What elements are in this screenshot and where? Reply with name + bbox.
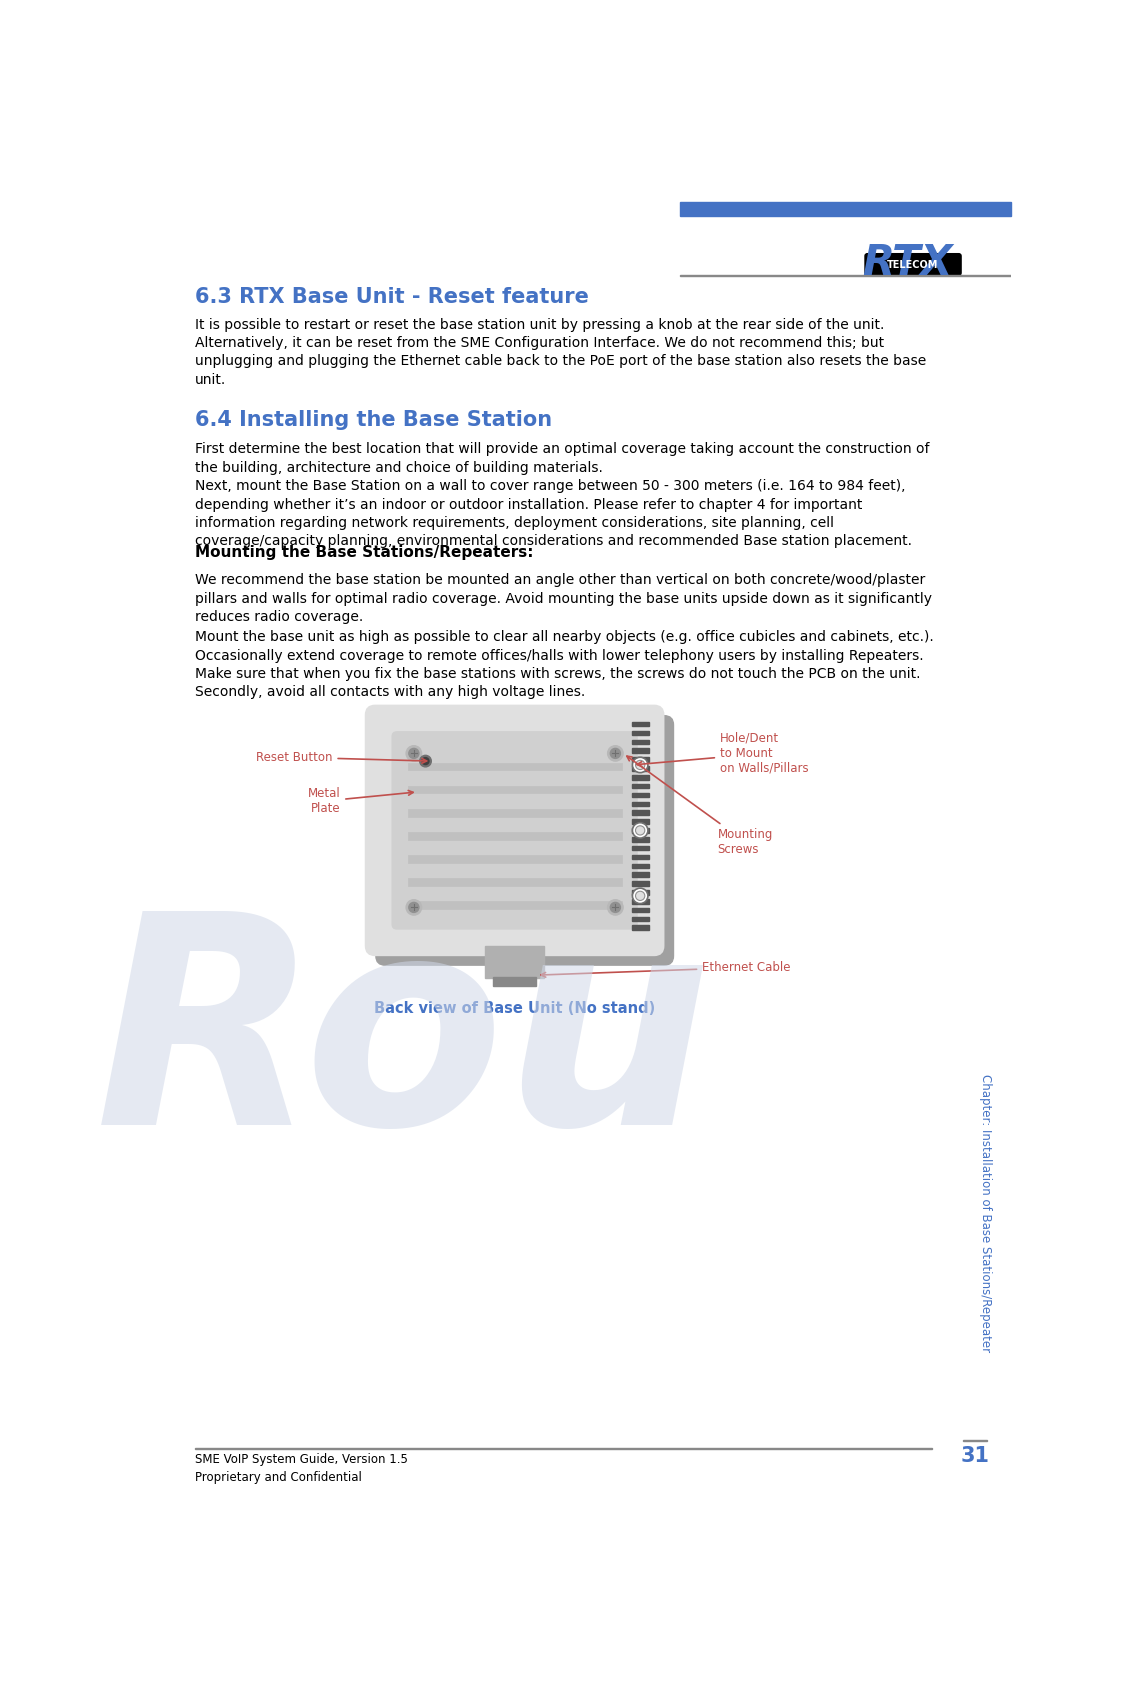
Text: Back view of Base Unit (No stand): Back view of Base Unit (No stand): [374, 1002, 655, 1017]
Bar: [632, 793, 649, 797]
Text: Mount the base unit as high as possible to clear all nearby objects (e.g. office: Mount the base unit as high as possible …: [194, 630, 933, 699]
Circle shape: [610, 903, 620, 913]
Bar: [632, 783, 649, 788]
Circle shape: [409, 903, 419, 913]
Circle shape: [610, 748, 620, 758]
Text: TELECOM: TELECOM: [886, 259, 938, 269]
Text: Mounting
Screws: Mounting Screws: [627, 756, 773, 855]
Bar: [632, 748, 649, 753]
Bar: [632, 926, 649, 930]
FancyBboxPatch shape: [376, 716, 674, 965]
Text: First determine the best location that will provide an optimal coverage taking a: First determine the best location that w…: [194, 443, 929, 549]
Bar: [632, 837, 649, 842]
Bar: [408, 901, 621, 909]
Text: Reset Button: Reset Button: [256, 751, 427, 765]
Text: RTX: RTX: [862, 242, 952, 285]
Bar: [408, 786, 621, 793]
Text: 6.3 RTX Base Unit - Reset feature: 6.3 RTX Base Unit - Reset feature: [194, 286, 588, 306]
Circle shape: [636, 761, 645, 770]
Circle shape: [632, 758, 648, 773]
Circle shape: [632, 823, 648, 839]
Circle shape: [632, 887, 648, 904]
Bar: [632, 731, 649, 736]
Text: We recommend the base station be mounted an angle other than vertical on both co: We recommend the base station be mounted…: [194, 573, 932, 625]
Bar: [485, 946, 544, 978]
FancyBboxPatch shape: [865, 254, 961, 274]
Bar: [632, 818, 649, 823]
Bar: [632, 891, 649, 894]
Bar: [493, 977, 537, 985]
Text: Metal
Plate: Metal Plate: [308, 786, 413, 815]
Circle shape: [422, 758, 429, 765]
Circle shape: [407, 746, 421, 761]
Text: 6.4 Installing the Base Station: 6.4 Installing the Base Station: [194, 409, 551, 429]
Bar: [632, 864, 649, 869]
Circle shape: [608, 746, 623, 761]
Text: 31: 31: [960, 1447, 989, 1467]
Bar: [632, 766, 649, 771]
FancyBboxPatch shape: [366, 706, 664, 955]
Bar: [632, 908, 649, 913]
Bar: [632, 758, 649, 761]
FancyBboxPatch shape: [392, 733, 637, 930]
Circle shape: [407, 899, 421, 914]
Bar: [632, 775, 649, 780]
Text: SME VoIP System Guide, Version 1.5
Proprietary and Confidential: SME VoIP System Guide, Version 1.5 Propr…: [194, 1453, 408, 1484]
Circle shape: [636, 825, 645, 835]
Text: Hole/Dent
to Mount
on Walls/Pillars: Hole/Dent to Mount on Walls/Pillars: [637, 733, 809, 775]
Bar: [632, 916, 649, 921]
Bar: [632, 802, 649, 807]
Circle shape: [420, 756, 431, 766]
Bar: [408, 855, 621, 862]
Bar: [408, 877, 621, 886]
Bar: [679, 202, 1011, 216]
Bar: [632, 872, 649, 877]
Text: Ethernet Cable: Ethernet Cable: [541, 962, 791, 977]
Bar: [632, 845, 649, 850]
Bar: [408, 763, 621, 770]
Circle shape: [608, 899, 623, 914]
Bar: [408, 808, 621, 817]
Bar: [632, 810, 649, 815]
Circle shape: [636, 891, 645, 901]
Bar: [632, 899, 649, 904]
Text: Mounting the Base Stations/Repeaters:: Mounting the Base Stations/Repeaters:: [194, 546, 533, 561]
Text: Rou: Rou: [95, 903, 713, 1186]
Bar: [632, 881, 649, 886]
Text: It is possible to restart or reset the base station unit by pressing a knob at t: It is possible to restart or reset the b…: [194, 318, 925, 387]
Bar: [632, 855, 649, 859]
Circle shape: [409, 748, 419, 758]
Bar: [632, 829, 649, 832]
Bar: [632, 722, 649, 726]
Bar: [632, 739, 649, 744]
Text: Chapter: Installation of Base Stations/Repeater: Chapter: Installation of Base Stations/R…: [979, 1074, 993, 1352]
Bar: [408, 832, 621, 840]
